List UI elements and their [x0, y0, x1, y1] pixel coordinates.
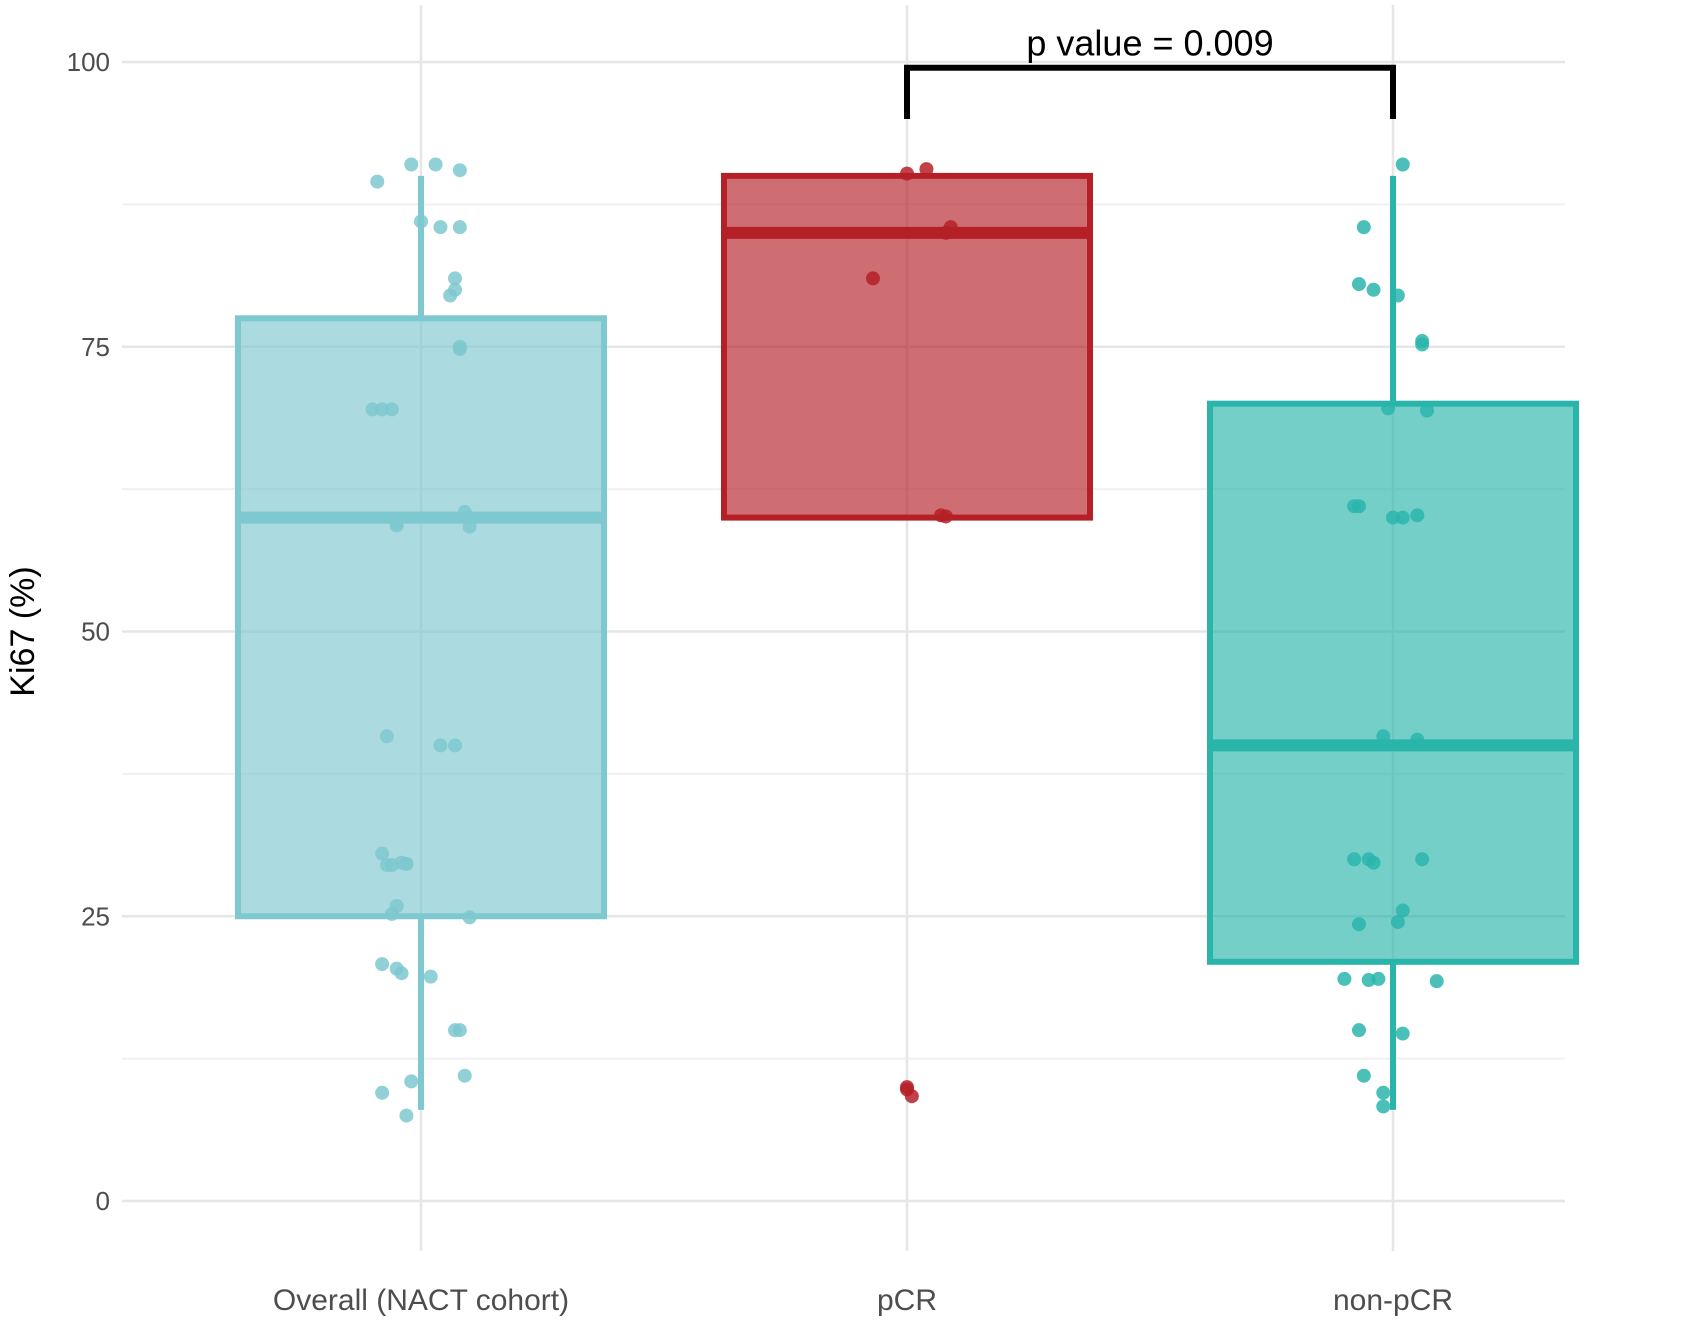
data-point — [462, 519, 477, 534]
data-point — [1395, 903, 1410, 918]
data-point — [1420, 403, 1435, 418]
data-point — [900, 166, 914, 181]
data-point — [448, 738, 463, 753]
data-point — [462, 910, 477, 925]
significance-bracket-line — [904, 64, 1396, 119]
data-point — [452, 220, 467, 235]
data-point — [1429, 974, 1444, 989]
data-point — [399, 856, 414, 871]
data-point — [1395, 1026, 1410, 1041]
x-axis-tick-labels: Overall (NACT cohort) pCR non-pCR — [273, 1284, 1453, 1317]
data-point — [1381, 401, 1396, 416]
data-point — [1356, 1068, 1371, 1083]
y-axis-tick-labels: 0 25 50 75 100 — [67, 47, 110, 1216]
data-point — [457, 1068, 472, 1083]
data-point — [1395, 157, 1410, 172]
data-point — [375, 957, 390, 972]
data-point — [938, 225, 953, 240]
data-point — [428, 157, 443, 172]
data-point — [1415, 337, 1430, 352]
data-point — [414, 214, 428, 229]
data-point — [1390, 288, 1405, 303]
data-point — [1347, 852, 1362, 867]
boxplot-group — [1207, 175, 1579, 1110]
data-point — [389, 898, 404, 913]
data-point — [1410, 508, 1425, 523]
data-point — [1390, 914, 1405, 929]
data-point — [904, 1089, 919, 1104]
y-tick-label: 0 — [96, 1186, 110, 1216]
data-point — [1410, 732, 1425, 747]
x-tick-label: pCR — [877, 1284, 937, 1317]
y-tick-label: 75 — [81, 332, 110, 362]
y-tick-label: 50 — [81, 617, 110, 647]
data-point — [1415, 852, 1430, 867]
data-point — [1351, 499, 1366, 514]
data-point — [375, 846, 390, 861]
data-point — [1337, 971, 1352, 986]
data-point — [443, 288, 458, 303]
y-tick-label: 25 — [81, 901, 110, 931]
data-point — [1351, 277, 1366, 292]
data-point — [1366, 855, 1381, 870]
data-point — [1366, 282, 1381, 297]
data-point — [448, 271, 463, 286]
x-tick-label: Overall (NACT cohort) — [273, 1284, 569, 1317]
data-point — [375, 1085, 390, 1100]
data-point — [370, 174, 385, 189]
data-point — [452, 1023, 467, 1038]
data-point — [399, 1108, 414, 1123]
y-axis-title: Ki67 (%) — [4, 566, 42, 696]
data-point — [1386, 510, 1400, 525]
data-point — [1371, 971, 1386, 986]
data-point — [365, 402, 380, 417]
data-point — [938, 509, 953, 524]
data-point — [433, 738, 448, 753]
data-point — [389, 518, 404, 533]
data-point — [1395, 510, 1410, 525]
boxplot-group — [721, 172, 1093, 521]
y-tick-label: 100 — [67, 47, 110, 77]
data-point — [1376, 729, 1391, 744]
data-point — [452, 163, 467, 178]
data-point — [375, 402, 390, 417]
data-point — [384, 402, 399, 417]
data-point — [1351, 1023, 1366, 1038]
data-point — [394, 966, 409, 981]
data-point — [1356, 220, 1371, 235]
significance-bracket: p value = 0.009 — [904, 23, 1396, 119]
box-iqr — [235, 315, 607, 920]
data-point — [404, 1074, 419, 1089]
data-point — [919, 162, 934, 177]
boxplot-group — [235, 175, 607, 1110]
data-point — [1376, 1085, 1391, 1100]
data-point — [404, 157, 419, 172]
boxplots — [235, 172, 1579, 1110]
p-value-label: p value = 0.009 — [1026, 23, 1273, 64]
data-point — [1351, 917, 1366, 932]
data-point — [452, 342, 467, 357]
data-point — [433, 220, 448, 235]
x-tick-label: non-pCR — [1333, 1284, 1453, 1317]
box-iqr — [1207, 400, 1579, 965]
data-point — [1376, 1099, 1391, 1114]
data-point — [423, 969, 438, 984]
data-point — [865, 271, 880, 286]
jitter-points — [365, 157, 1444, 1123]
data-point — [379, 729, 394, 744]
